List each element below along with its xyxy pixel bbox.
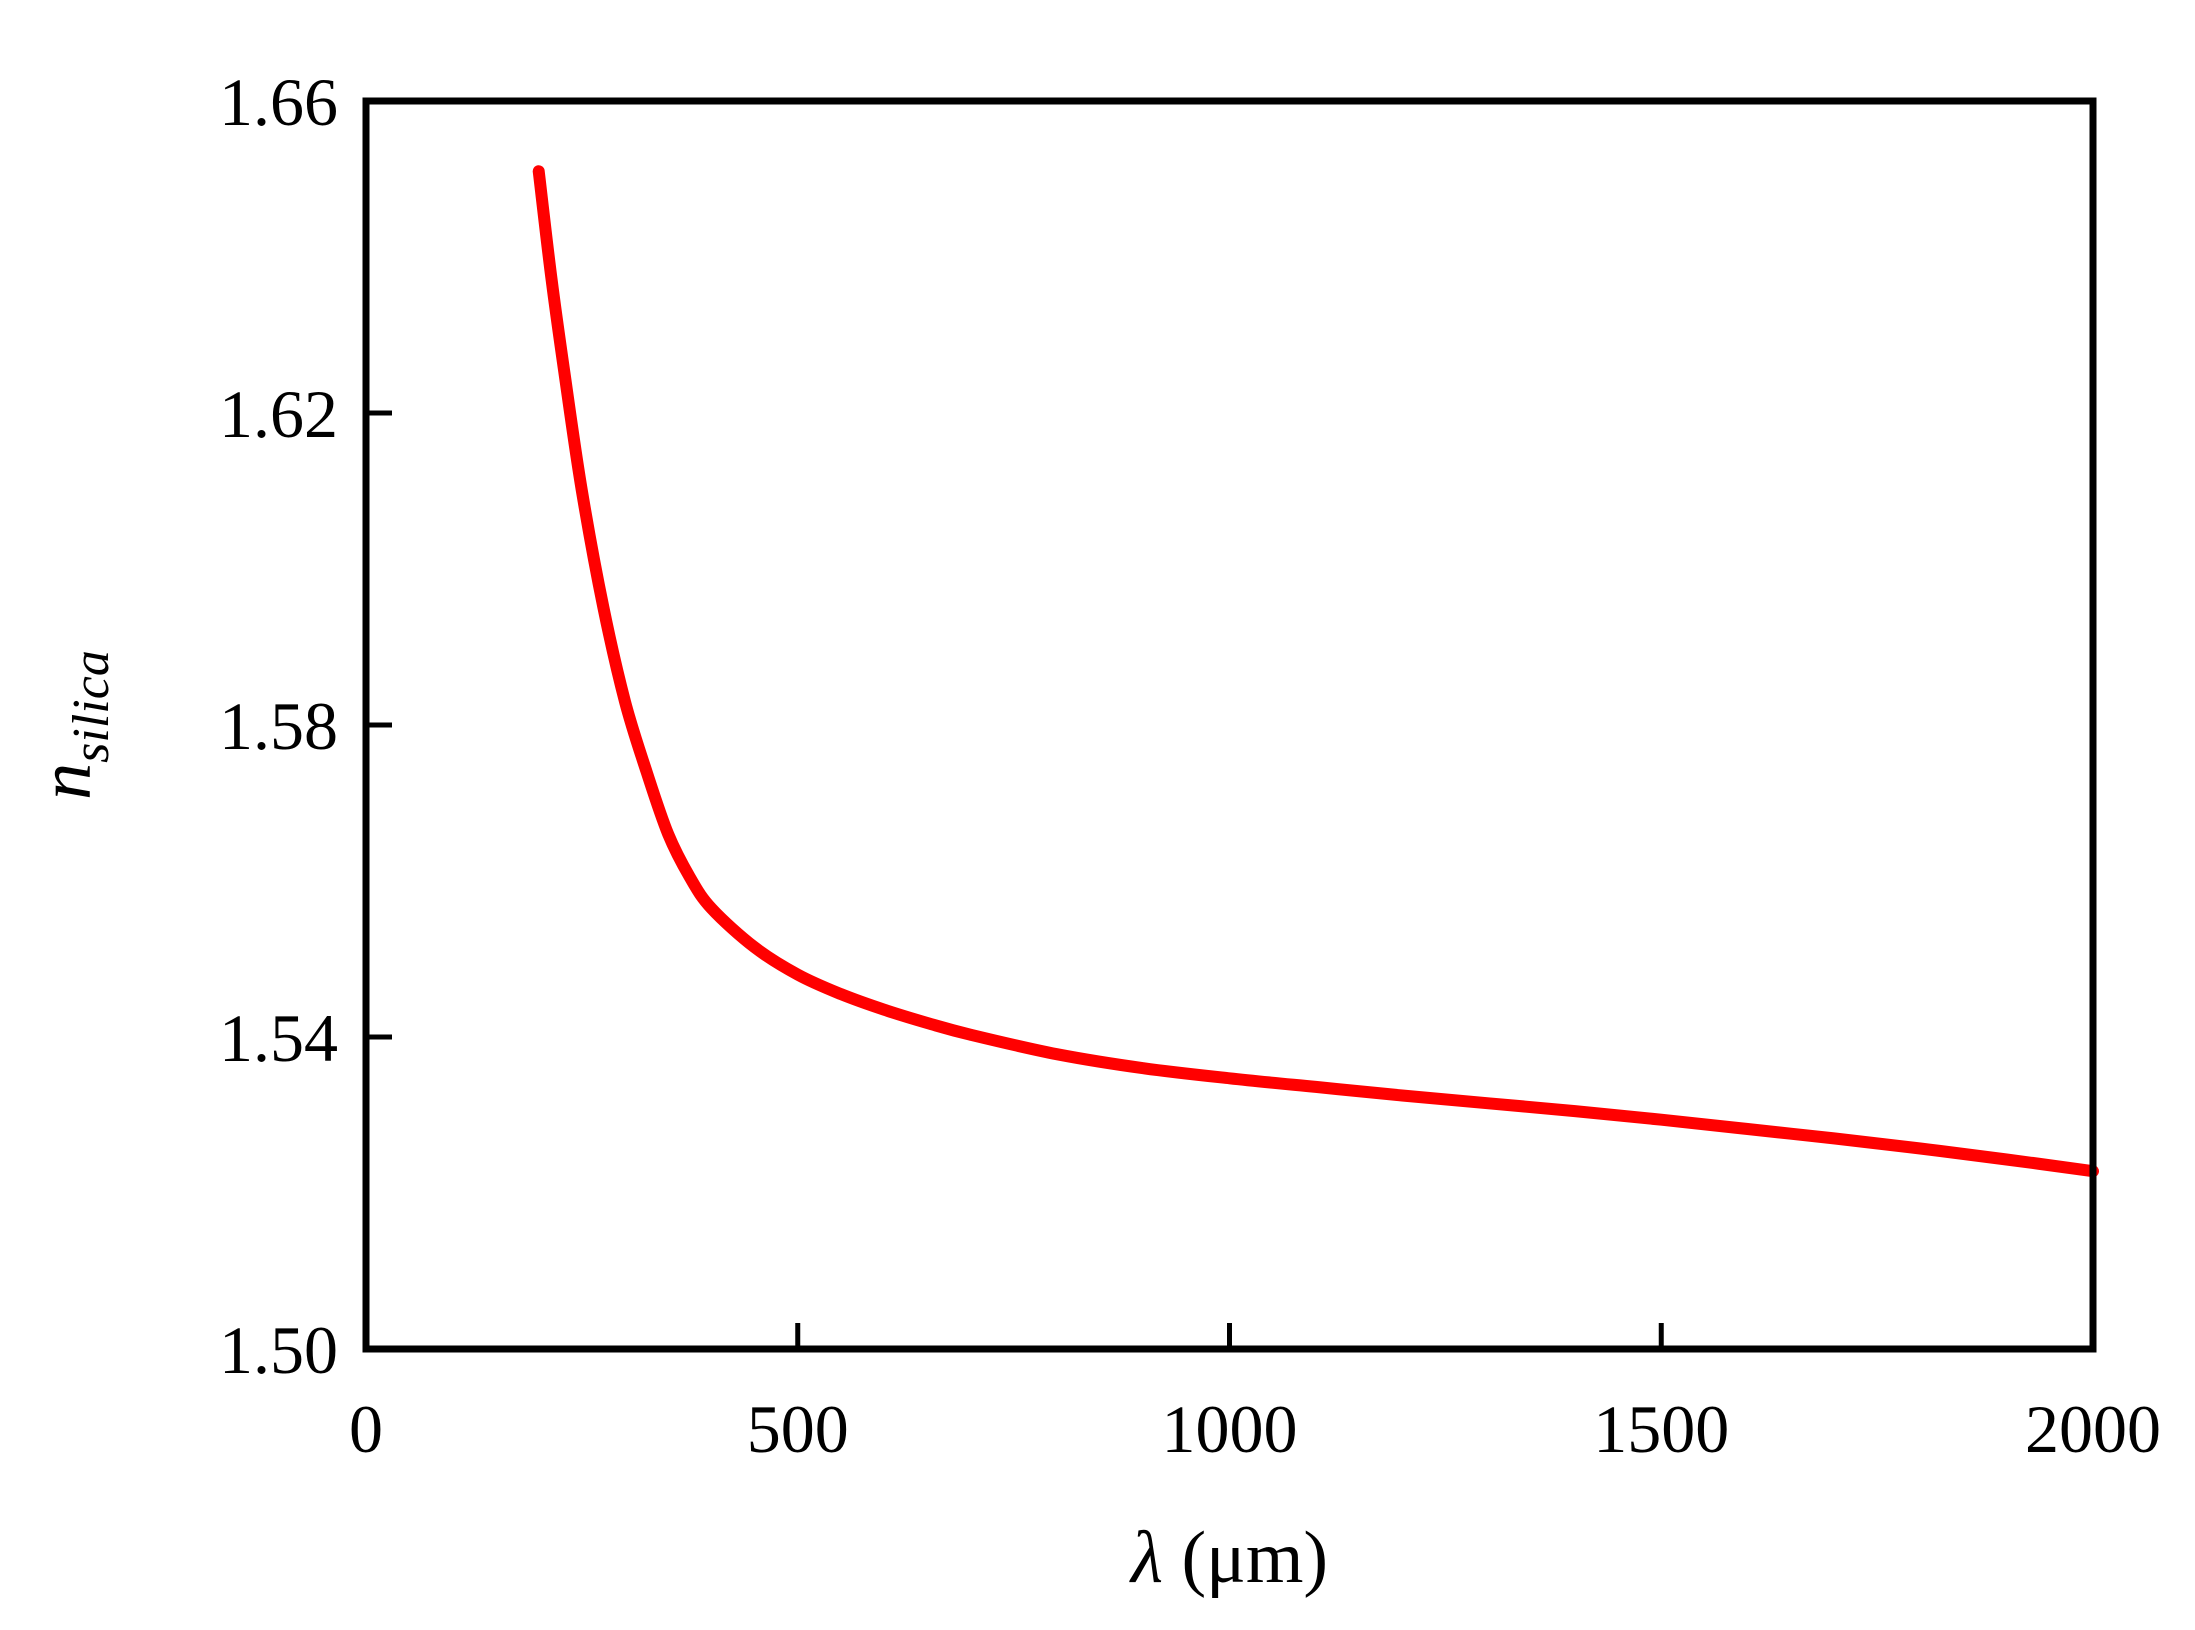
- x-tick-label: 1500: [1593, 1391, 1729, 1467]
- y-axis-symbol: n: [25, 763, 107, 800]
- y-axis-title: nsilica: [25, 650, 120, 800]
- axis-ticks: [363, 98, 2096, 1352]
- series-layer: [532, 165, 2099, 1178]
- x-tick-label: 2000: [2025, 1391, 2161, 1467]
- tick-labels: 0 500 1000 1500 2000 1.50 1.54 1.58 1.62 1.66: [219, 64, 2161, 1467]
- x-tick-label: 500: [747, 1391, 849, 1467]
- y-tick-label: 1.62: [219, 376, 338, 452]
- y-tick-label: 1.50: [219, 1312, 338, 1388]
- y-tick-label: 1.58: [219, 688, 338, 764]
- y-tick-label: 1.54: [219, 1000, 338, 1076]
- x-tick-label: 0: [349, 1391, 383, 1467]
- x-axis-symbol: λ: [1129, 1517, 1163, 1599]
- plot-frame: [362, 97, 2097, 1353]
- x-tick-label: 1000: [1162, 1391, 1298, 1467]
- y-axis-subscript: silica: [63, 650, 120, 763]
- x-axis-title: λ (μm): [1129, 1517, 1328, 1599]
- series-line: [532, 165, 2099, 1178]
- y-tick-label: 1.66: [219, 64, 338, 140]
- x-axis-unit: (μm): [1163, 1517, 1328, 1599]
